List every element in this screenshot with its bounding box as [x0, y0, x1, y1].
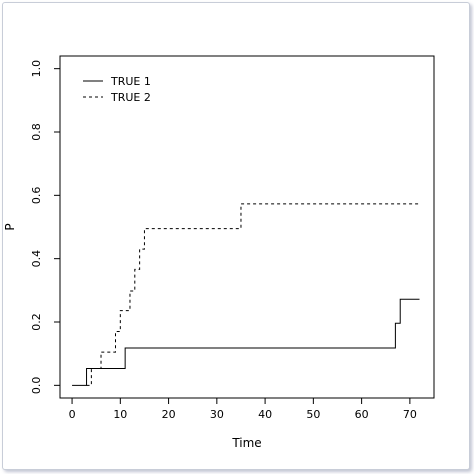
legend-label-true-2: TRUE 2: [110, 91, 151, 104]
legend: TRUE 1 TRUE 2: [83, 75, 151, 104]
chart-frame: [2, 2, 470, 470]
x-tick-label: 60: [355, 408, 369, 421]
legend-label-true-1: TRUE 1: [110, 75, 151, 88]
x-tick-label: 20: [162, 408, 176, 421]
axes: 0 10 20 30 40 50 60 70 0.0 0.2 0.4 0.6 0.8 1.0: [30, 55, 435, 421]
y-tick-label: 1.0: [30, 60, 43, 78]
x-tick-label: 30: [210, 408, 224, 421]
x-tick-label: 50: [306, 408, 320, 421]
plot-box: [59, 55, 435, 399]
y-tick-label: 0.6: [30, 187, 43, 205]
y-axis-title: P: [3, 223, 17, 230]
x-axis-title: Time: [231, 436, 261, 450]
y-tick-label: 0.0: [30, 377, 43, 395]
y-tick-label: 0.4: [30, 250, 43, 268]
x-tick-label: 0: [69, 408, 76, 421]
y-tick-label: 0.2: [30, 313, 43, 331]
x-tick-label: 10: [113, 408, 127, 421]
series-line-2: [86, 203, 420, 386]
x-tick-label: 70: [403, 408, 417, 421]
series-layer: [72, 203, 420, 386]
x-tick-label: 40: [258, 408, 272, 421]
y-tick-label: 0.8: [30, 123, 43, 141]
series-line-1: [72, 298, 420, 386]
